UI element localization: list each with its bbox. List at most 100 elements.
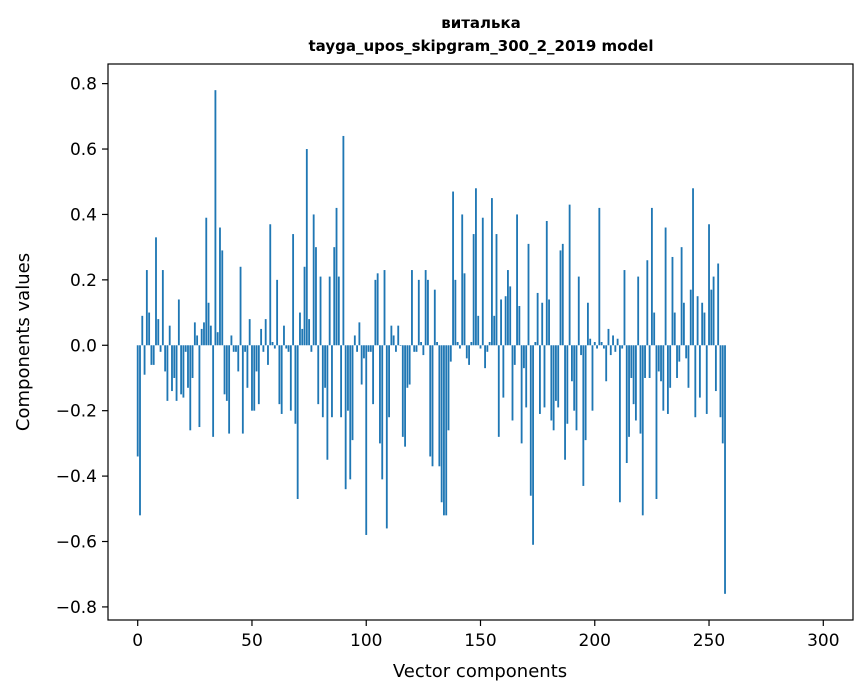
bar — [255, 345, 258, 372]
bar — [518, 306, 521, 346]
bar — [673, 312, 676, 346]
bar — [433, 289, 436, 346]
bar — [584, 345, 587, 441]
x-tick-label: 300 — [807, 631, 839, 651]
bar — [552, 345, 555, 431]
bar — [376, 273, 379, 346]
bar — [523, 345, 525, 369]
bar — [209, 325, 212, 346]
bar — [650, 207, 653, 346]
bar — [543, 345, 546, 408]
bar — [495, 234, 498, 346]
bar — [602, 345, 605, 349]
bar — [459, 345, 461, 349]
bar — [616, 338, 619, 346]
x-tick-label: 100 — [350, 631, 382, 651]
bar — [447, 345, 450, 431]
bar — [305, 149, 308, 346]
bar — [223, 345, 226, 395]
bar — [502, 345, 505, 398]
bar — [513, 345, 516, 365]
bar — [397, 325, 400, 346]
bar — [367, 345, 370, 352]
bar — [618, 345, 621, 503]
bar — [438, 345, 441, 467]
bar — [392, 335, 395, 346]
bar — [262, 345, 265, 352]
bar — [388, 345, 390, 418]
bar — [333, 247, 336, 346]
bar — [712, 276, 715, 346]
bar — [593, 342, 596, 346]
bar — [246, 345, 249, 388]
bar — [225, 345, 228, 401]
bar — [600, 342, 603, 346]
bar — [372, 345, 375, 405]
bar — [411, 270, 413, 346]
bar — [598, 207, 601, 346]
bar — [605, 345, 608, 382]
bar — [623, 270, 626, 346]
bar — [532, 345, 534, 545]
bar — [328, 276, 331, 346]
bar — [475, 188, 477, 346]
bar — [193, 322, 196, 346]
bar — [399, 345, 402, 346]
bar — [356, 345, 359, 352]
bar — [609, 345, 612, 356]
bar — [150, 345, 153, 365]
bar — [301, 328, 304, 346]
x-tick-label: 150 — [464, 631, 496, 651]
bar — [580, 345, 582, 356]
bar — [586, 302, 589, 346]
bar — [260, 328, 263, 346]
plot-frame — [107, 63, 854, 621]
bar — [232, 345, 235, 352]
x-axis-label: Vector components — [393, 661, 567, 682]
bar — [520, 345, 523, 444]
bar — [705, 345, 708, 414]
y-tick-label: −0.8 — [56, 598, 97, 618]
bar — [571, 345, 573, 382]
bar — [662, 345, 665, 411]
bar — [445, 345, 448, 516]
bar — [682, 302, 685, 346]
bar — [230, 335, 233, 346]
bar — [582, 345, 585, 486]
bar — [427, 279, 429, 346]
bar — [621, 345, 624, 349]
bar — [698, 345, 701, 398]
bar — [637, 276, 640, 346]
bar — [207, 302, 210, 346]
bar — [431, 345, 434, 467]
bar — [191, 345, 194, 378]
bar — [497, 345, 500, 437]
bar — [406, 345, 409, 388]
bar — [685, 345, 688, 359]
bar — [527, 243, 530, 346]
x-tick-label: 200 — [579, 631, 611, 651]
bar — [173, 345, 176, 378]
bar — [614, 345, 617, 352]
bar — [559, 250, 562, 346]
bar — [664, 227, 667, 346]
bar — [436, 342, 438, 346]
bar — [703, 312, 706, 346]
bar — [509, 286, 512, 346]
bar — [164, 345, 167, 372]
bar — [484, 345, 486, 369]
bar — [200, 328, 203, 346]
bar — [351, 345, 354, 441]
bar — [680, 247, 683, 346]
bar — [203, 322, 205, 346]
bar — [676, 345, 678, 378]
bar — [303, 266, 306, 346]
bar — [671, 256, 674, 346]
bar — [577, 276, 580, 346]
bar — [493, 315, 496, 346]
bar — [187, 345, 189, 388]
bar — [285, 345, 288, 349]
bar — [539, 345, 541, 414]
bar — [395, 345, 397, 352]
bar — [424, 270, 427, 346]
